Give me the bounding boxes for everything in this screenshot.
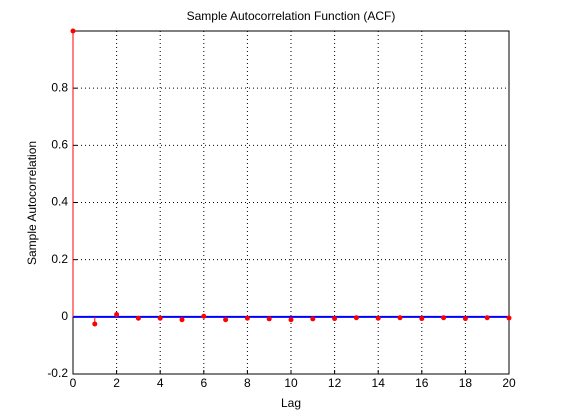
stem-marker <box>353 315 359 321</box>
x-tick-label: 6 <box>200 376 207 390</box>
x-tick-label: 8 <box>244 376 251 390</box>
stem-marker <box>441 315 447 321</box>
y-tick-label: 0.6 <box>51 138 68 152</box>
x-tick-label: 18 <box>459 376 473 390</box>
x-tick-label: 4 <box>157 376 164 390</box>
x-tick-label: 10 <box>284 376 298 390</box>
stem-marker <box>288 317 294 323</box>
x-tick-label: 14 <box>372 376 386 390</box>
stem-marker <box>506 315 512 321</box>
y-axis-label: Sample Autocorrelation <box>25 141 39 265</box>
chart-title: Sample Autocorrelation Function (ACF) <box>187 9 396 23</box>
stem-marker <box>310 316 316 322</box>
stem-marker <box>114 312 120 318</box>
x-axis-label: Lag <box>281 396 301 410</box>
y-tick-label: 0.8 <box>51 80 68 94</box>
stem-marker <box>244 315 250 321</box>
x-tick-label: 16 <box>415 376 429 390</box>
stem-marker <box>179 317 185 323</box>
y-tick-label: -0.2 <box>47 366 68 380</box>
stem-marker <box>462 316 468 322</box>
stem-marker <box>419 316 425 322</box>
x-tick-label: 0 <box>70 376 77 390</box>
stem-marker <box>70 28 76 34</box>
y-tick-label: 0.2 <box>51 252 68 266</box>
stem-marker <box>397 315 403 321</box>
x-tick-label: 12 <box>328 376 342 390</box>
stem-marker <box>135 315 141 321</box>
x-tick-label: 20 <box>502 376 516 390</box>
stem-marker <box>223 317 229 323</box>
stem-marker <box>92 321 98 327</box>
y-tick-label: 0.4 <box>51 195 68 209</box>
y-tick-label: 0 <box>61 309 68 323</box>
stem-marker <box>201 313 207 319</box>
x-tick-label: 2 <box>113 376 120 390</box>
stem-marker <box>332 316 338 322</box>
stem-marker <box>157 315 163 321</box>
stem-marker <box>266 316 272 322</box>
stem-marker <box>375 315 381 321</box>
stem-marker <box>484 315 490 321</box>
